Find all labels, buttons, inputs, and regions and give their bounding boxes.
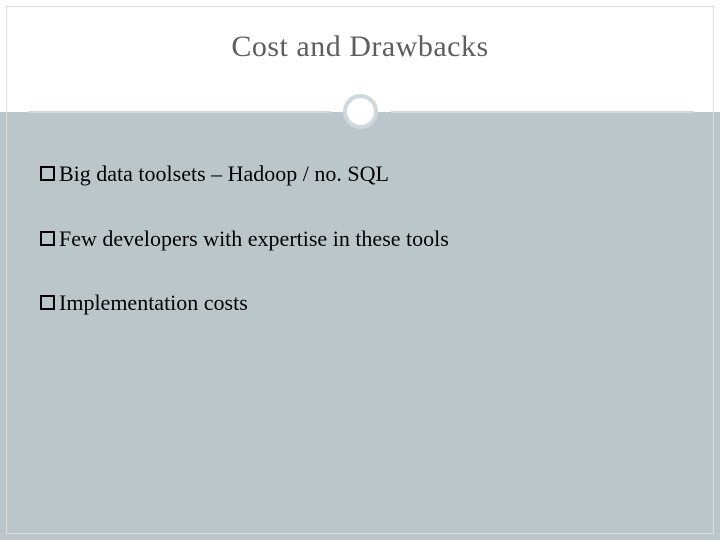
square-bullet-icon bbox=[40, 295, 55, 310]
divider-line-right bbox=[391, 111, 694, 113]
bullet-text: Implementation costs bbox=[59, 289, 248, 318]
list-item: Big data toolsets – Hadoop / no. SQL bbox=[40, 160, 680, 189]
bullet-text: Big data toolsets – Hadoop / no. SQL bbox=[59, 160, 389, 189]
slide-title: Cost and Drawbacks bbox=[0, 30, 720, 64]
divider-line-left bbox=[28, 111, 331, 113]
bullet-text: Few developers with expertise in these t… bbox=[59, 225, 449, 254]
divider-circle-icon bbox=[343, 94, 378, 129]
list-item: Implementation costs bbox=[40, 289, 680, 318]
square-bullet-icon bbox=[40, 231, 55, 246]
square-bullet-icon bbox=[40, 166, 55, 181]
list-item: Few developers with expertise in these t… bbox=[40, 225, 680, 254]
bullet-list: Big data toolsets – Hadoop / no. SQL Few… bbox=[40, 160, 680, 354]
slide: Cost and Drawbacks Big data toolsets – H… bbox=[0, 0, 720, 540]
